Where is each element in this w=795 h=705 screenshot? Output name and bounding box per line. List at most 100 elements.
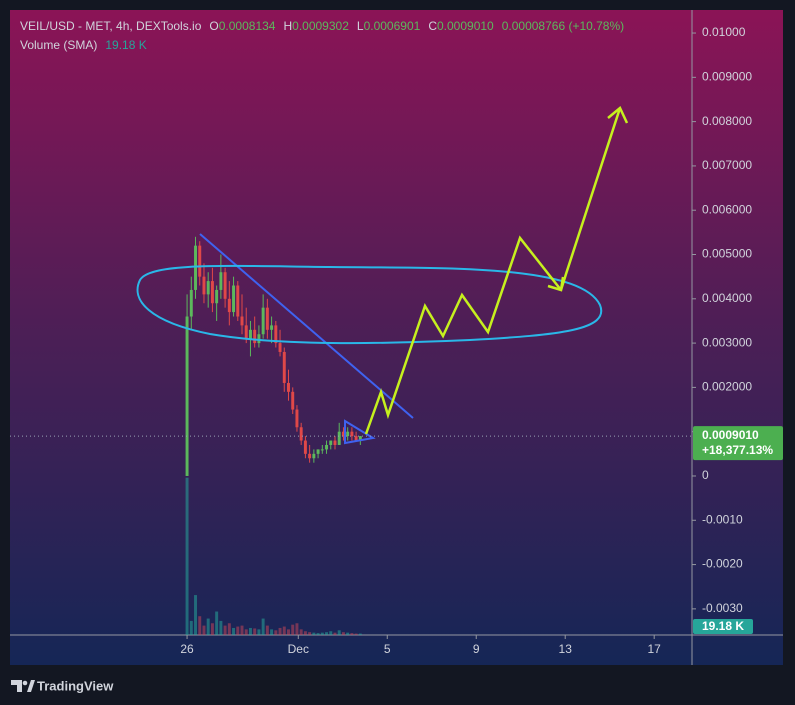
volume-bar <box>329 631 333 635</box>
volume-bar <box>337 630 341 635</box>
candle-body <box>223 272 227 299</box>
candle-body <box>227 298 231 313</box>
candle-body <box>287 382 290 392</box>
volume-bar <box>202 625 206 635</box>
volume-bar <box>274 630 278 635</box>
plot <box>185 236 362 635</box>
candle-body <box>308 453 312 459</box>
candle-body <box>282 351 286 383</box>
volume-bar <box>333 632 337 635</box>
low-value: 0.0006901 <box>364 19 421 33</box>
volume-bar <box>346 632 350 635</box>
y-tick-label: -0.0010 <box>702 512 743 526</box>
volume-bar <box>354 633 358 635</box>
legend: VEIL/USD - MET, 4h, DEXTools.io O0.000813… <box>20 19 624 33</box>
y-tick-label: -0.0030 <box>702 601 743 615</box>
trend-line <box>199 233 414 419</box>
volume-legend: Volume (SMA) 19.18 K <box>20 38 147 52</box>
logo-dot <box>22 680 28 686</box>
volume-bar <box>320 632 324 635</box>
x-tick-label: 5 <box>384 642 391 656</box>
candle-body <box>333 440 337 445</box>
triangle <box>344 419 376 445</box>
close-value: 0.0009010 <box>437 19 494 33</box>
candle-body <box>194 245 197 290</box>
volume-bar <box>185 477 189 635</box>
change-label: +18,377.13% <box>702 443 773 457</box>
y-tick-label: 0.005000 <box>702 247 752 261</box>
volume-bar <box>316 633 320 635</box>
volume-bar <box>253 628 257 635</box>
candle-body <box>325 444 329 450</box>
arrowhead <box>607 106 629 124</box>
volume-bar <box>236 626 240 635</box>
high-value: 0.0009302 <box>292 19 349 33</box>
candle-body <box>265 307 269 330</box>
volume-bar <box>278 627 282 635</box>
projection-path <box>364 235 562 435</box>
candle-body <box>189 289 193 317</box>
y-tick-label: 0.002000 <box>702 380 752 394</box>
low-label: L <box>357 19 364 33</box>
volume-bar <box>261 618 265 635</box>
volume-bar <box>244 629 248 635</box>
volume-bar <box>287 629 290 635</box>
volume-bar <box>350 633 354 635</box>
candle-body <box>295 409 299 428</box>
volume-bar <box>198 616 202 635</box>
candle-body <box>236 285 240 317</box>
candle-body <box>291 391 295 410</box>
candle-body <box>299 427 303 441</box>
candle-body <box>350 431 354 437</box>
volume-bar <box>358 633 362 635</box>
candle-body <box>215 289 219 304</box>
candle-body <box>210 281 214 304</box>
candle-body <box>312 453 316 459</box>
volume-bar <box>210 623 214 635</box>
candle-body <box>358 436 362 441</box>
candle-body <box>185 316 189 476</box>
ellipse <box>136 264 603 345</box>
candle-body <box>341 431 345 437</box>
candle-body <box>337 431 341 445</box>
y-tick-label: 0.004000 <box>702 291 752 305</box>
candle-body <box>253 329 257 344</box>
volume-bar <box>341 632 345 635</box>
volume-bar <box>308 632 312 635</box>
x-tick-label: 9 <box>473 642 480 656</box>
candle-body <box>354 436 358 441</box>
volume-badge <box>693 618 753 634</box>
y-tick-label: 0.009000 <box>702 70 752 84</box>
volume-bar <box>219 620 223 635</box>
candle-body <box>320 449 324 451</box>
logo-shape <box>11 680 22 692</box>
volume-bar <box>295 623 299 635</box>
volume-bar <box>303 631 307 635</box>
volume-bar <box>282 626 286 635</box>
candle-body <box>316 449 320 454</box>
projection-arrow <box>559 107 622 291</box>
symbol: VEIL/USD - MET, 4h, DEXTools.io <box>20 19 202 33</box>
volume-bar <box>312 632 316 635</box>
candle-body <box>206 281 210 295</box>
volume-badge-label: 19.18 K <box>702 619 744 633</box>
volume-bar <box>270 629 274 635</box>
volume-bar <box>194 595 197 635</box>
volume-label: Volume (SMA) <box>20 38 97 52</box>
candle-body <box>232 285 236 313</box>
brand: TradingView <box>37 678 114 693</box>
volume-bar <box>299 629 303 635</box>
candle-body <box>329 440 333 445</box>
change: 0.00008766 (+10.78%) <box>502 19 624 33</box>
candle-body <box>270 325 274 330</box>
y-tick-label: 0.007000 <box>702 158 752 172</box>
x-tick-label: 13 <box>559 642 573 656</box>
x-tick-label: 17 <box>648 642 662 656</box>
open-value: 0.0008134 <box>219 19 276 33</box>
volume-bar <box>189 620 193 635</box>
close-label: C <box>428 19 437 33</box>
brand-logo <box>11 680 35 692</box>
open-label: O <box>209 19 218 33</box>
